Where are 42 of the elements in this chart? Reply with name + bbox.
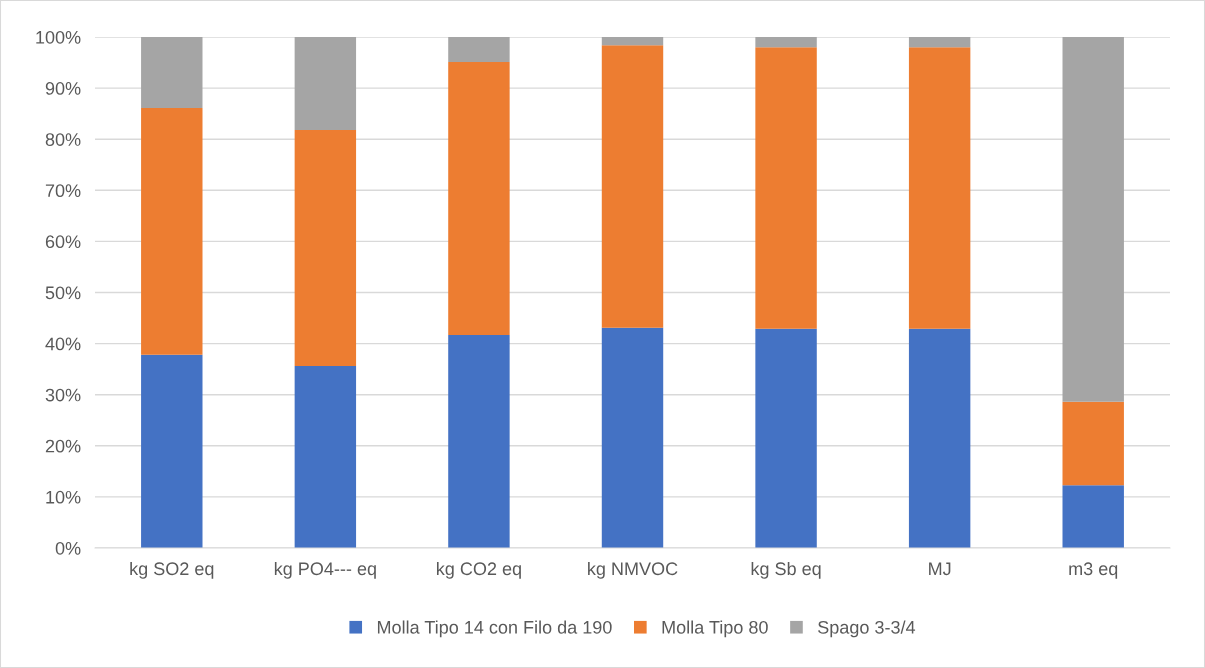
y-tick-label: 40% xyxy=(45,337,81,351)
bar xyxy=(601,37,664,46)
x-tick-label: MJ xyxy=(929,562,951,576)
bar xyxy=(601,327,664,548)
bar xyxy=(1062,401,1124,486)
bar xyxy=(294,366,357,548)
y-tick-label: 30% xyxy=(45,388,81,402)
bar xyxy=(755,47,817,329)
y-tick-label: 70% xyxy=(45,184,81,198)
bar xyxy=(908,37,971,48)
y-tick-label: 90% xyxy=(45,82,81,95)
x-tick-label: m3 eq xyxy=(1069,562,1118,579)
x-tick-label: kg SO2 eq xyxy=(130,561,214,579)
x-tick-label: kg CO2 eq xyxy=(436,561,521,579)
y-tick-label: 60% xyxy=(45,235,81,249)
bar xyxy=(755,328,817,548)
y-tick-label: 10% xyxy=(46,490,81,504)
bar xyxy=(755,37,817,48)
y-tick-label: 0% xyxy=(55,541,81,555)
y-tick-label: 100% xyxy=(36,30,81,44)
bar xyxy=(601,45,664,328)
y-tick-label: 80% xyxy=(45,133,81,146)
bar xyxy=(141,108,203,355)
bar xyxy=(141,354,203,548)
legend-label: Molla Tipo 80 xyxy=(662,620,768,638)
x-tick-label: kg Sb eq xyxy=(751,561,821,579)
bar xyxy=(448,37,510,63)
bar xyxy=(294,130,357,367)
y-tick-label: 20% xyxy=(45,439,81,453)
y-tick-label: 50% xyxy=(45,286,81,300)
x-tick-label: kg NMVOC xyxy=(588,561,678,579)
x-tick-label: kg PO4--- eq xyxy=(274,561,376,579)
bar xyxy=(448,334,510,548)
legend-label: Spago 3-3/4 xyxy=(818,620,916,638)
bar xyxy=(294,37,357,130)
bar xyxy=(908,328,971,548)
bar xyxy=(908,47,971,329)
bar xyxy=(1062,37,1124,402)
bar xyxy=(1062,485,1124,548)
bar xyxy=(448,62,510,335)
legend-label: Molla Tipo 14 con Filo da 190 xyxy=(377,620,612,638)
bar xyxy=(141,37,203,109)
